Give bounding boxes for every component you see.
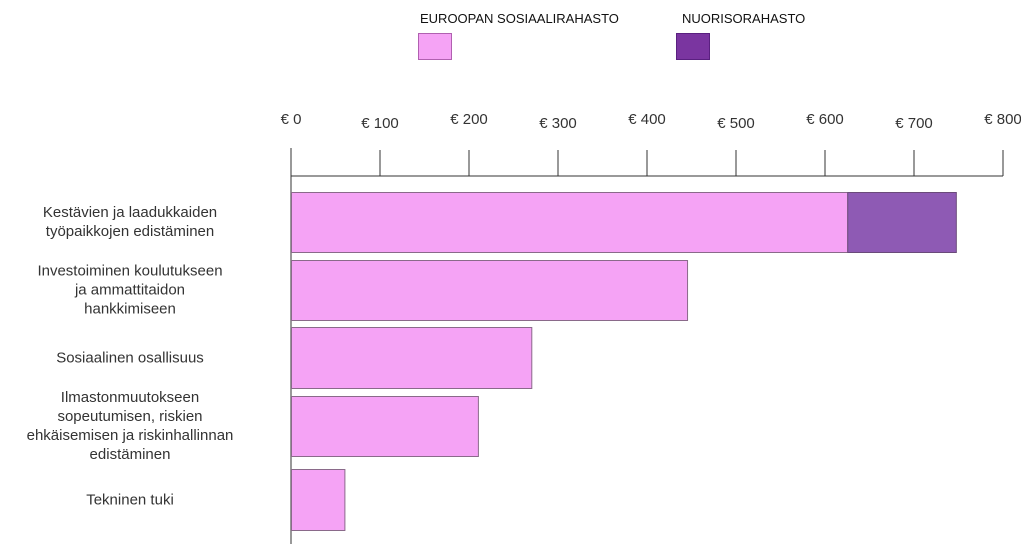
legend-swatch-esf <box>418 33 452 60</box>
category-label: Investoiminen koulutukseen ja ammattitaid… <box>0 262 275 319</box>
category-label-line: Investoiminen koulutukseen <box>37 262 223 280</box>
x-tick-label: € 0 <box>280 111 302 128</box>
bar-esf <box>291 192 849 253</box>
bar-esf <box>291 327 533 389</box>
bar-esf <box>291 396 479 457</box>
x-tick-label: € 700 <box>895 115 933 132</box>
category-label: Sosiaalinen osallisuus <box>0 348 275 367</box>
category-label-line: Kestävien ja laadukkaiden <box>42 204 218 221</box>
bar-esf <box>291 469 346 531</box>
category-label-line: Sosiaalinen osallisuus <box>56 349 204 366</box>
x-tick-label: € 400 <box>628 111 666 128</box>
legend-label-esf: EUROOPAN SOSIAALIRAHASTO <box>420 11 619 26</box>
category-label-line: ja ammattitaidon <box>74 281 186 299</box>
x-tick-label: € 500 <box>717 115 755 132</box>
legend-swatch-youth <box>676 33 710 60</box>
x-tick-label: € 300 <box>539 115 577 132</box>
legend-label-youth: NUORISORAHASTO <box>682 11 806 26</box>
x-tick-label: € 200 <box>450 111 488 128</box>
x-tick-label: € 600 <box>806 111 844 128</box>
category-label: Tekninen tuki <box>0 490 275 509</box>
category-label: Ilmastonmuutokseen sopeutumisen, riskien e… <box>0 388 275 464</box>
category-label-line: Tekninen tuki <box>86 491 174 508</box>
bar-esf <box>291 260 689 321</box>
bar-youth <box>847 192 957 253</box>
category-label-line: Ilmastonmuutokseen <box>60 389 200 406</box>
category-label: Kestävien ja laadukkaiden työpaikkojen ed… <box>0 203 275 241</box>
category-label-line: työpaikkojen edistäminen <box>45 223 215 240</box>
x-tick-label: € 800 <box>984 111 1021 128</box>
category-label-line: ehkäisemisen ja riskinhallinnan <box>26 427 234 444</box>
category-label-line: hankkimiseen <box>84 300 176 318</box>
category-label-line: edistäminen <box>89 446 171 463</box>
category-label-line: sopeutumisen, riskien <box>57 408 203 425</box>
x-tick-label: € 100 <box>361 115 399 132</box>
